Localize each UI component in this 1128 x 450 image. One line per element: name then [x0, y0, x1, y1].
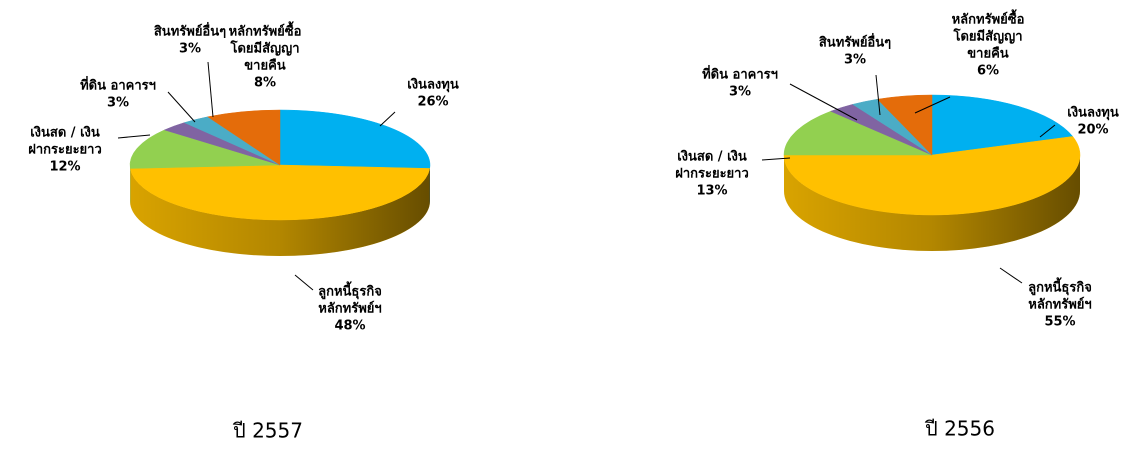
slice-label: เงินสด / เงิน [677, 150, 747, 165]
slice-label: หลักทรัพย์ฯ [318, 301, 381, 317]
slice-label: ที่ดิน อาคารฯ [80, 76, 156, 94]
value-label: 55% [1044, 315, 1075, 330]
slice-label: โดยมีสัญญา [953, 28, 1023, 45]
slice-label: สินทรัพย์อื่นๆ [819, 33, 891, 51]
slice [280, 110, 430, 168]
value-label: 3% [844, 53, 866, 68]
slice-label: เงินลงทุน [407, 78, 459, 93]
caption: ปี 2557 [233, 419, 303, 443]
leader-line [208, 62, 213, 117]
value-label: 26% [417, 95, 448, 110]
slice-label: ลูกหนี้ธุรกิจ [318, 281, 382, 300]
leader-line [295, 275, 313, 290]
caption: ปี 2556 [925, 417, 995, 441]
slice-label: ที่ดิน อาคารฯ [702, 65, 778, 83]
value-label: 6% [977, 64, 999, 79]
value-label: 13% [696, 184, 727, 199]
slice-label: โดยมีสัญญา [230, 40, 300, 57]
slice-label: หลักทรัพย์ฯ [1028, 297, 1091, 313]
leader-line [1000, 268, 1022, 283]
slice-label: สินทรัพย์อื่นๆ [154, 22, 226, 40]
slice-label: ขายคืน [967, 46, 1009, 62]
slice-label: ขายคืน [244, 58, 286, 74]
value-label: 48% [334, 319, 365, 334]
value-label: 3% [729, 85, 751, 100]
value-label: 8% [254, 76, 276, 91]
leader-line [118, 135, 150, 138]
value-label: 3% [107, 96, 129, 111]
value-label: 12% [49, 160, 80, 175]
slice-label: ฝากระยะยาว [675, 167, 749, 182]
slice-label: เงินลงทุน [1067, 106, 1119, 121]
slice-label: ลูกหนี้ธุรกิจ [1028, 277, 1092, 296]
slice-label: หลักทรัพย์ซื้อ [952, 9, 1025, 28]
slice-label: เงินสด / เงิน [30, 126, 100, 141]
leader-line [168, 92, 195, 122]
value-label: 20% [1077, 123, 1108, 138]
slice-label: ฝากระยะยาว [28, 143, 102, 158]
value-label: 3% [179, 42, 201, 57]
slice-label: หลักทรัพย์ซื้อ [229, 21, 302, 40]
leader-line [380, 112, 395, 126]
